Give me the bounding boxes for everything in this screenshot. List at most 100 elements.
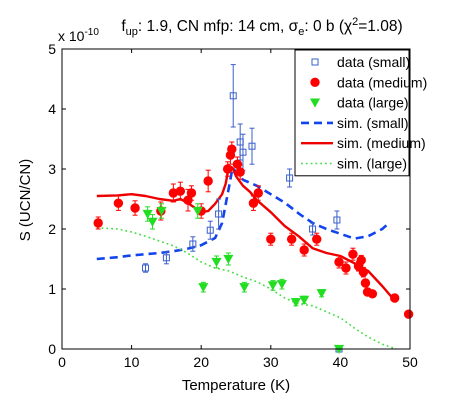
data-point bbox=[299, 295, 310, 305]
data-point bbox=[239, 148, 247, 156]
data-point bbox=[162, 254, 170, 262]
data-point bbox=[348, 249, 358, 259]
data-point bbox=[93, 218, 103, 228]
legend-box bbox=[294, 49, 410, 177]
data-point bbox=[360, 278, 371, 288]
data-point bbox=[312, 234, 322, 244]
data-point bbox=[192, 206, 203, 217]
data-point bbox=[356, 255, 366, 265]
data-point bbox=[290, 298, 301, 308]
legend-entry-label: sim. (medium) bbox=[337, 135, 426, 151]
data-point bbox=[276, 280, 287, 290]
data-point bbox=[206, 226, 214, 234]
data-point bbox=[186, 188, 197, 198]
series-line bbox=[96, 227, 397, 350]
y-multiplier-base: x 10 bbox=[58, 28, 85, 44]
data-point bbox=[223, 254, 234, 265]
data-point bbox=[113, 198, 124, 208]
axes-box bbox=[61, 48, 411, 350]
series-points bbox=[142, 203, 345, 355]
error-bar bbox=[163, 251, 169, 265]
data-point bbox=[358, 267, 369, 277]
data-point bbox=[156, 206, 167, 217]
data-point bbox=[316, 289, 327, 299]
legend-marker bbox=[310, 77, 320, 88]
x-tick-label: 40 bbox=[333, 354, 349, 370]
data-point bbox=[334, 257, 344, 267]
data-point bbox=[248, 142, 256, 150]
data-point bbox=[142, 264, 150, 272]
legend-entry-label: data (large) bbox=[337, 95, 409, 111]
data-point bbox=[147, 217, 158, 227]
data-point bbox=[266, 234, 276, 244]
y-tick-label: 5 bbox=[48, 41, 56, 57]
y-tick-label: 1 bbox=[48, 281, 56, 297]
title-e-subscript: e bbox=[298, 26, 304, 38]
x-tick-label: 20 bbox=[193, 354, 209, 370]
legend-entry-label: data (medium) bbox=[337, 74, 427, 90]
data-point bbox=[248, 198, 259, 208]
legend-entry-label: data (small) bbox=[337, 54, 410, 70]
title-chi-superscript: 2 bbox=[352, 16, 358, 28]
x-tick-label: 50 bbox=[402, 354, 418, 370]
error-bar bbox=[310, 222, 316, 236]
data-point bbox=[403, 309, 414, 319]
data-point bbox=[198, 283, 209, 293]
y-tick-label: 3 bbox=[48, 161, 56, 177]
error-bar bbox=[249, 127, 255, 165]
legend-marker bbox=[309, 98, 321, 108]
data-point bbox=[367, 289, 378, 299]
series-line bbox=[96, 166, 390, 261]
error-bar bbox=[334, 210, 340, 230]
data-point bbox=[253, 188, 263, 198]
data-point bbox=[175, 186, 186, 196]
x-tick-label: 10 bbox=[124, 354, 140, 370]
y-tick-label: 0 bbox=[48, 341, 56, 357]
y-tick-label: 4 bbox=[48, 101, 56, 117]
legend-marker bbox=[311, 58, 319, 66]
series-line bbox=[96, 164, 398, 303]
data-point bbox=[211, 257, 222, 268]
data-point bbox=[286, 174, 294, 182]
title-f-subscript: up bbox=[126, 26, 138, 38]
data-point bbox=[267, 281, 278, 291]
data-point bbox=[189, 240, 197, 248]
title-text-2: : 0 b (χ bbox=[304, 18, 352, 35]
data-point bbox=[130, 203, 140, 213]
data-point bbox=[309, 225, 317, 233]
data-point bbox=[286, 234, 297, 244]
data-point bbox=[222, 164, 233, 174]
data-point bbox=[203, 176, 213, 186]
error-bar bbox=[190, 236, 196, 252]
series-points bbox=[93, 141, 414, 319]
y-axis-label: S (UCN/CN) bbox=[17, 159, 34, 242]
x-axis-label: Temperature (K) bbox=[182, 377, 290, 394]
plot-area bbox=[93, 64, 414, 355]
title-text-3: =1.08) bbox=[358, 18, 402, 35]
data-point bbox=[142, 209, 153, 220]
data-point bbox=[333, 216, 341, 224]
legend-entry-label: sim. (large) bbox=[337, 156, 407, 172]
error-bar bbox=[216, 198, 222, 230]
error-bar bbox=[287, 168, 293, 188]
title-f: f bbox=[121, 18, 126, 35]
error-bar bbox=[207, 220, 213, 240]
chart-title: fup: 1.9, CN mfp: 14 cm, σe: 0 b (χ2=1.0… bbox=[121, 16, 402, 38]
y-tick-label: 2 bbox=[48, 221, 56, 237]
data-point bbox=[229, 92, 237, 100]
data-point bbox=[227, 144, 237, 154]
data-point bbox=[239, 283, 250, 293]
data-point bbox=[389, 293, 400, 303]
x-tick-label: 0 bbox=[58, 354, 66, 370]
title-text-1: : 1.9, CN mfp: 14 cm, σ bbox=[138, 18, 299, 35]
legend: data (small) data (medium) data (large) sim… bbox=[294, 49, 427, 177]
data-point bbox=[341, 263, 351, 273]
y-multiplier: x 10-10 bbox=[58, 27, 99, 44]
error-bar bbox=[230, 64, 236, 128]
data-point bbox=[235, 167, 245, 177]
y-multiplier-exponent: -10 bbox=[84, 27, 99, 38]
series-points bbox=[142, 64, 343, 353]
x-tick-label: 30 bbox=[263, 354, 279, 370]
data-point bbox=[299, 245, 309, 255]
